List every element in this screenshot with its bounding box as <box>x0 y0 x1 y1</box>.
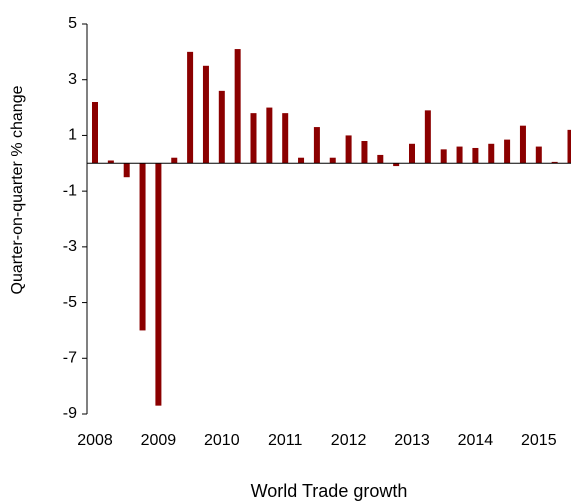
x-tick-label: 2010 <box>204 432 240 449</box>
bar <box>551 161 558 164</box>
x-tick-label: 2011 <box>268 432 303 449</box>
y-tick-label: -7 <box>63 350 77 367</box>
bar <box>393 163 400 167</box>
bar <box>123 163 130 178</box>
bar <box>282 113 289 164</box>
x-tick-label: 2012 <box>331 432 367 449</box>
bar <box>440 149 447 164</box>
bar <box>377 154 384 164</box>
bar <box>202 65 209 164</box>
bar <box>456 146 463 164</box>
bar <box>409 143 415 164</box>
bar <box>535 146 542 164</box>
y-tick-label: 1 <box>68 127 77 144</box>
y-tick-label: 3 <box>68 71 77 88</box>
x-tick-label: 2015 <box>521 432 557 449</box>
bar <box>361 141 368 164</box>
y-tick-label: -3 <box>63 238 77 255</box>
bar <box>139 163 146 331</box>
bar <box>472 147 479 164</box>
bar <box>488 143 495 164</box>
bar <box>218 90 225 164</box>
x-tick-label: 2014 <box>458 432 494 449</box>
bar <box>329 157 336 164</box>
x-tick-label: 2013 <box>394 432 430 449</box>
y-tick-label: -1 <box>63 182 77 199</box>
chart-title: World Trade growth <box>251 481 408 501</box>
bar <box>504 139 511 164</box>
x-tick-label: 2009 <box>141 432 177 449</box>
y-tick-label: -5 <box>63 294 77 311</box>
bar <box>266 107 273 164</box>
y-axis-label: Quarter-on-quarter % change <box>9 85 26 294</box>
y-tick-label: 5 <box>68 15 77 32</box>
bar <box>171 157 178 164</box>
x-tick-label: 2008 <box>77 432 113 449</box>
bar <box>298 157 305 164</box>
bar <box>345 135 352 164</box>
bar <box>155 163 162 406</box>
bar <box>187 51 194 164</box>
bar <box>424 110 431 164</box>
y-tick-label: -9 <box>63 405 77 422</box>
bar <box>250 113 257 164</box>
bar <box>313 127 320 164</box>
bar <box>234 49 241 164</box>
bar <box>567 129 571 164</box>
bar <box>519 125 526 164</box>
bar <box>107 160 114 164</box>
bar <box>92 102 98 164</box>
